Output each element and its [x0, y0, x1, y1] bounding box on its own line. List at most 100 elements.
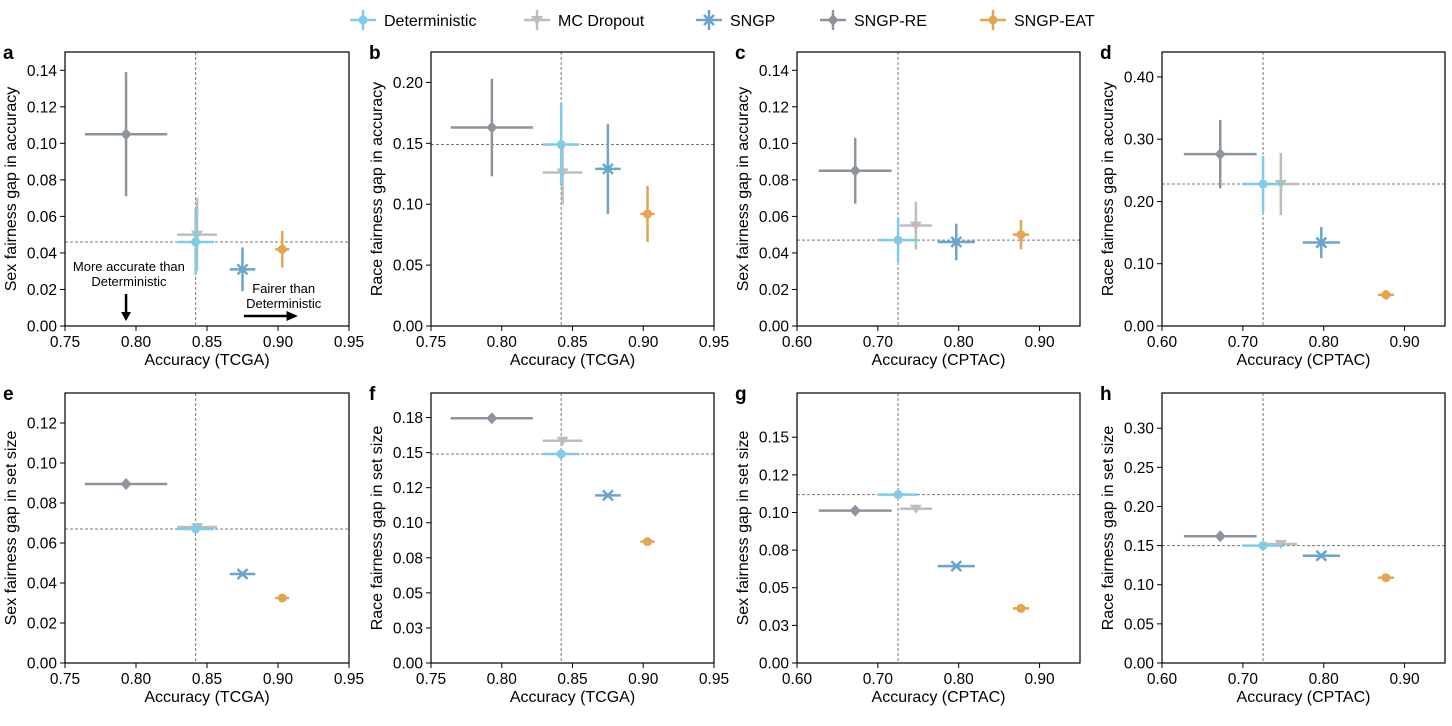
x-tick-label: 0.80 [487, 334, 518, 351]
marker-sngp [1315, 236, 1328, 249]
point-sngp [937, 223, 975, 261]
x-tick-label: 0.95 [334, 334, 364, 351]
point-deterministic [542, 103, 580, 186]
x-tick-label: 0.90 [263, 334, 294, 351]
x-tick-label: 0.75 [50, 334, 80, 351]
x-tick-label: 0.70 [863, 671, 894, 688]
point-sngp-re [84, 478, 168, 490]
x-tick-label: 0.70 [863, 334, 894, 351]
x-tick-label: 0.85 [557, 334, 587, 351]
y-tick-label: 0.05 [1124, 616, 1154, 633]
y-tick-label: 0.10 [393, 197, 424, 214]
point-sngp-eat [640, 537, 655, 547]
panel-h: h 0.60 0.70 0.80 0.90 0.00 0.05 0.10 0.15 0.20 0.2… [1100, 384, 1446, 706]
marker-mc-dropout [909, 221, 922, 231]
y-tick-label: 0.12 [393, 480, 423, 497]
y-tick-label: 0.05 [759, 580, 789, 597]
plot-frame [1161, 392, 1446, 664]
x-axis-label: Accuracy (TCGA) [510, 352, 635, 369]
y-tick-label: 0.08 [759, 543, 789, 560]
plot-frame [430, 51, 715, 327]
panel-d: d 0.60 0.70 0.80 0.90 0.00 0.10 0.20 0.30 0.40 Acc… [1100, 43, 1446, 369]
point-mc-dropout [899, 201, 933, 250]
y-tick-label: 0.00 [393, 319, 424, 336]
marker-sngp-re [849, 504, 861, 517]
legend-marker-sngp-re [827, 14, 839, 26]
y-axis-label: Race fairness gap in set size [1100, 426, 1117, 631]
marker-deterministic [893, 490, 903, 500]
y-tick-label: 0.06 [27, 209, 57, 226]
x-tick-label: 0.95 [699, 671, 729, 688]
y-tick-label: 0.08 [759, 172, 789, 189]
y-tick-label: 0.20 [393, 75, 424, 92]
legend-marker-sngp-eat [988, 15, 998, 25]
y-tick-label: 0.02 [27, 282, 57, 299]
y-tick-label: 0.05 [393, 258, 423, 275]
y-tick-label: 0.00 [759, 656, 790, 673]
marker-deterministic [1258, 179, 1268, 189]
marker-sngp-eat [277, 244, 287, 254]
y-tick-label: 0.14 [759, 63, 790, 80]
y-tick-label: 0.15 [759, 430, 789, 447]
y-tick-label: 0.00 [1124, 319, 1155, 336]
plot-frame [430, 392, 715, 664]
y-tick-label: 0.10 [1124, 577, 1155, 594]
point-deterministic [542, 449, 580, 459]
y-tick-label: 0.03 [759, 618, 789, 635]
point-sngp-eat [1012, 220, 1030, 250]
marker-sngp [601, 489, 614, 502]
y-tick-label: 0.05 [393, 585, 423, 602]
marker-sngp [950, 236, 963, 248]
marker-sngp [236, 263, 249, 276]
marker-sngp-eat [642, 209, 652, 219]
x-axis-label: Accuracy (TCGA) [144, 352, 269, 369]
point-deterministic [877, 490, 919, 500]
y-tick-label: 0.30 [1124, 421, 1155, 438]
point-deterministic [177, 209, 215, 275]
plot-frame [1161, 51, 1446, 327]
marker-sngp [1315, 549, 1328, 562]
panels: a 0.75 0.80 0.85 0.90 0.95 0.00 0.02 0.04 0.06 0.0… [3, 43, 1446, 706]
marker-sngp-re [120, 128, 132, 141]
y-tick-label: 0.00 [27, 319, 58, 336]
point-sngp-eat [1377, 573, 1395, 583]
legend-marker-mc-dropout [531, 16, 543, 25]
x-tick-label: 0.60 [782, 671, 813, 688]
legend-label: MC Dropout [558, 13, 645, 30]
y-tick-label: 0.00 [759, 319, 790, 336]
x-axis-label: Accuracy (TCGA) [144, 689, 269, 706]
marker-deterministic [556, 140, 566, 150]
point-sngp-re [1183, 530, 1257, 543]
x-axis-label: Accuracy (CPTAC) [872, 352, 1006, 369]
marker-sngp [236, 568, 249, 580]
x-tick-label: 0.80 [944, 671, 975, 688]
panel-label: f [369, 384, 376, 405]
plot-frame [796, 51, 1081, 327]
legend-marker-deterministic [358, 15, 368, 25]
x-tick-label: 0.70 [1228, 671, 1259, 688]
marker-sngp [950, 560, 963, 572]
y-axis-label: Race fairness gap in accuracy [1100, 82, 1117, 296]
point-sngp-re [84, 72, 168, 197]
y-tick-label: 0.12 [27, 416, 57, 433]
y-tick-label: 0.18 [393, 410, 423, 427]
y-tick-label: 0.20 [1124, 194, 1155, 211]
x-axis-label: Accuracy (TCGA) [510, 689, 635, 706]
panel-label: d [1100, 43, 1112, 64]
arrow-down-icon [121, 312, 132, 321]
panel-g: g 0.60 0.70 0.80 0.90 0.00 0.03 0.05 0.08 0.10 0.1… [735, 384, 1081, 706]
y-tick-label: 0.03 [393, 620, 423, 637]
marker-mc-dropout [556, 168, 569, 178]
x-tick-label: 0.90 [1389, 671, 1420, 688]
y-tick-label: 0.10 [759, 136, 790, 153]
x-axis-label: Accuracy (CPTAC) [1237, 352, 1371, 369]
x-tick-label: 0.80 [1309, 671, 1340, 688]
x-tick-label: 0.90 [1389, 334, 1420, 351]
legend: Deterministic MC Dropout SNGP SNGP-RE SNGP-E… [350, 10, 1095, 30]
marker-sngp [601, 163, 614, 175]
y-tick-label: 0.04 [27, 245, 58, 262]
x-tick-label: 0.70 [1228, 334, 1259, 351]
y-tick-label: 0.02 [759, 282, 789, 299]
annotation-text: Deterministic [246, 296, 322, 311]
